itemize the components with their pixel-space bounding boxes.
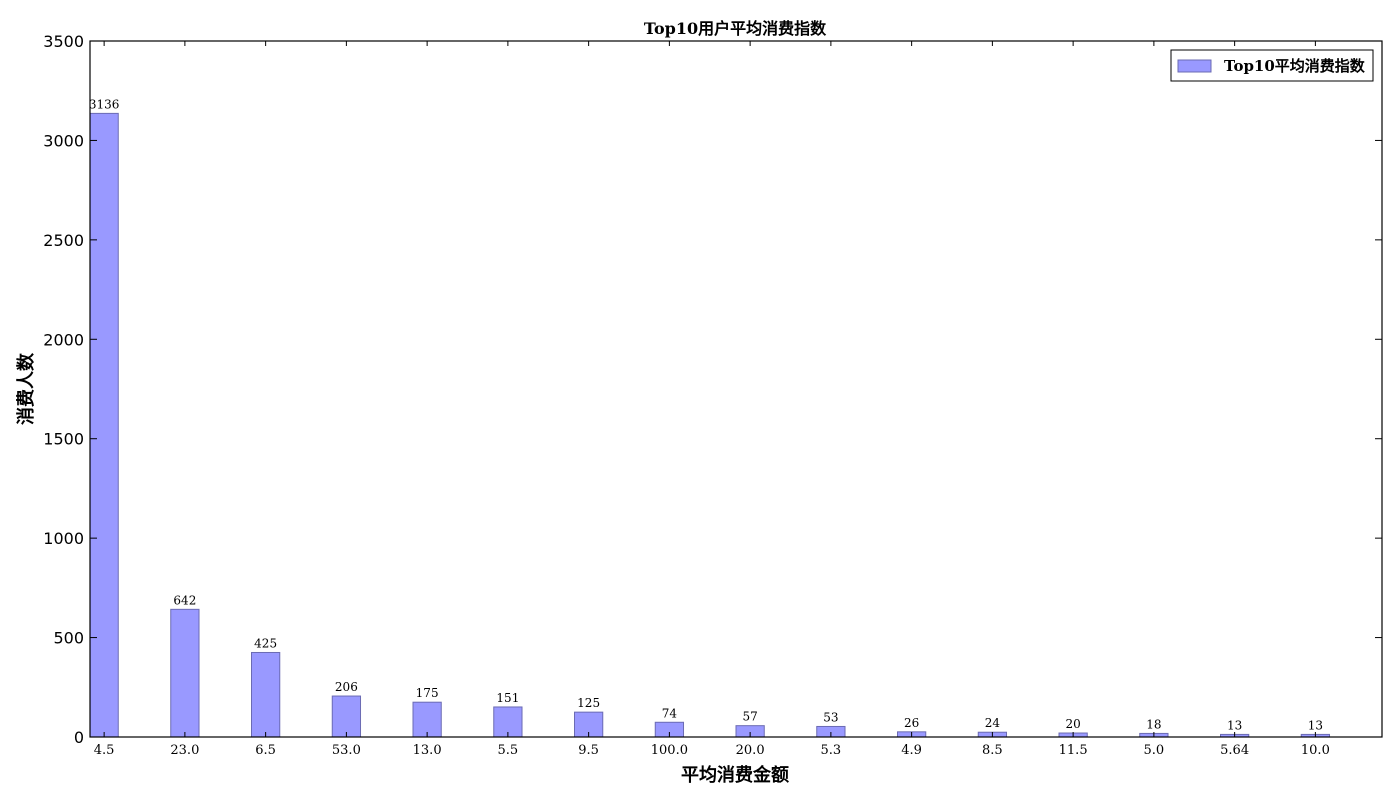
- data-label: 425: [254, 636, 277, 650]
- data-label: 57: [742, 710, 757, 724]
- x-tick-label: 8.5: [982, 743, 1003, 758]
- x-tick-label: 5.3: [821, 743, 842, 758]
- data-label: 24: [985, 716, 1001, 730]
- data-label: 74: [662, 706, 678, 720]
- data-label: 642: [173, 593, 196, 607]
- bar: [171, 609, 199, 737]
- x-tick-label: 20.0: [736, 743, 765, 758]
- x-axis-label: 平均消费金额: [681, 764, 789, 786]
- bar: [90, 113, 118, 737]
- data-label: 3136: [89, 97, 120, 111]
- bar: [413, 702, 441, 737]
- y-tick-label: 2000: [43, 330, 84, 349]
- y-tick-label: 1500: [43, 430, 84, 449]
- data-label: 20: [1065, 717, 1080, 731]
- bar: [332, 696, 360, 737]
- legend-label: Top10平均消费指数: [1224, 57, 1366, 75]
- x-tick-label: 23.0: [170, 743, 199, 758]
- x-tick-label: 53.0: [332, 743, 361, 758]
- y-tick-label: 500: [53, 629, 84, 648]
- y-tick-label: 1000: [43, 529, 84, 548]
- data-label: 175: [416, 686, 439, 700]
- y-axis-label: 消费人数: [15, 352, 37, 425]
- x-tick-label: 10.0: [1301, 743, 1330, 758]
- x-tick-label: 5.5: [498, 743, 519, 758]
- data-label: 206: [335, 680, 358, 694]
- x-tick-label: 100.0: [651, 743, 688, 758]
- plot-frame: [90, 41, 1382, 737]
- chart-title: Top10用户平均消费指数: [644, 19, 827, 38]
- bar: [252, 652, 280, 737]
- data-label: 13: [1308, 718, 1323, 732]
- legend: Top10平均消费指数: [1171, 50, 1373, 81]
- x-tick-label: 9.5: [578, 743, 599, 758]
- data-label: 18: [1146, 717, 1161, 731]
- x-tick-label: 5.0: [1144, 743, 1165, 758]
- x-tick-label: 4.5: [94, 743, 115, 758]
- x-tick-label: 5.64: [1220, 743, 1249, 758]
- data-label: 151: [496, 691, 519, 705]
- x-tick-label: 13.0: [413, 743, 442, 758]
- plot-area: 3136 4.5 642 23.0 425 6.5 206 53.0 175 13.0 151 5.5…: [43, 32, 1382, 758]
- data-label: 26: [904, 716, 919, 730]
- y-tick-label: 0: [74, 728, 84, 747]
- x-tick-label: 6.5: [255, 743, 276, 758]
- y-tick-label: 2500: [43, 231, 84, 250]
- x-tick-label: 4.9: [901, 743, 922, 758]
- y-tick-label: 3000: [43, 131, 84, 150]
- data-label: 13: [1227, 718, 1242, 732]
- data-label: 125: [577, 696, 600, 710]
- y-tick-label: 3500: [43, 32, 84, 51]
- data-label: 53: [823, 710, 838, 724]
- legend-swatch: [1178, 60, 1211, 72]
- x-tick-label: 11.5: [1059, 743, 1088, 758]
